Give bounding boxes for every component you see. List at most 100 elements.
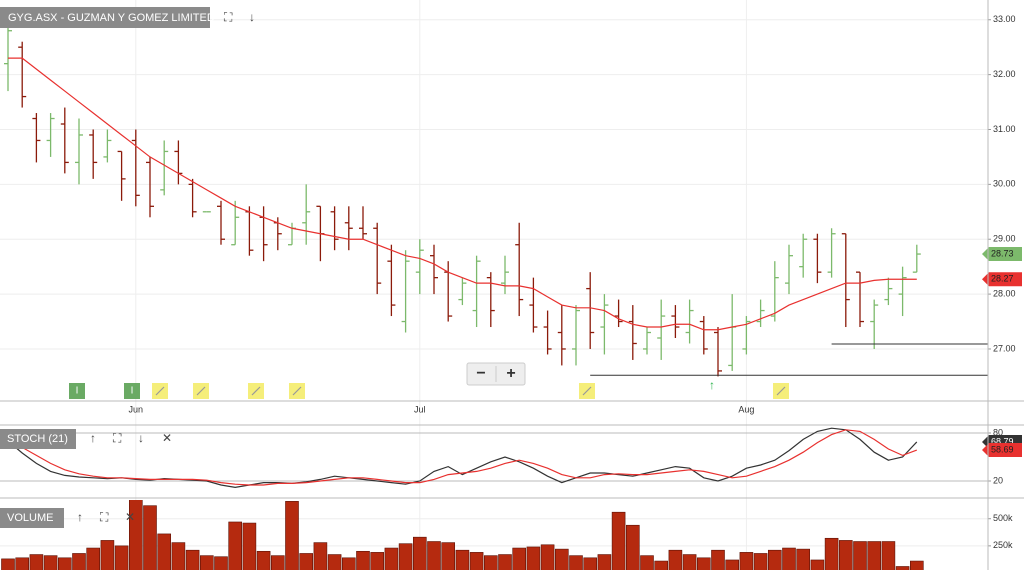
volume-bar (711, 549, 725, 570)
volume-bar (185, 549, 200, 570)
y-tick-label: 28.00 (993, 288, 1016, 298)
volume-bar (455, 549, 470, 570)
volume-bar (625, 524, 640, 570)
x-tick-label: Aug (738, 404, 754, 414)
indicator-tag-label: 68.79 (991, 436, 1014, 446)
volume-bar (682, 554, 697, 570)
last-price-tag-label: 28.73 (991, 248, 1014, 258)
last-price-tag (982, 247, 1022, 262)
zoom-out-button[interactable]: − (476, 365, 485, 382)
volume-bar (299, 553, 314, 570)
average-tag-label: 28.27 (991, 274, 1014, 284)
volume-bar (668, 549, 683, 570)
volume-bar (483, 555, 498, 570)
volume-bar (824, 537, 839, 570)
y-tick-label: 31.00 (993, 124, 1016, 134)
pencil (196, 386, 206, 396)
volume-bar (512, 547, 527, 570)
volume-bar (384, 547, 399, 570)
volume-bar (853, 541, 867, 570)
title-box (0, 429, 76, 449)
volume-bar (86, 547, 100, 570)
volume-bar (356, 550, 370, 570)
volume-bar (100, 540, 115, 570)
volume-bar (909, 560, 924, 570)
volume-bar (1, 558, 15, 570)
volume-bar (370, 552, 385, 570)
title-box (0, 508, 64, 528)
expand-icon[interactable]: ⛶ (99, 510, 109, 524)
y-tick-label: 27.00 (993, 343, 1016, 353)
up-icon[interactable]: ↑ (77, 510, 83, 524)
volume-bar (540, 544, 555, 570)
volume-bar (810, 559, 825, 570)
event-icon[interactable] (124, 383, 140, 399)
volume-bar (569, 555, 583, 570)
close-icon[interactable]: ✕ (162, 431, 172, 445)
volume-bar (597, 554, 612, 570)
zoom-in-button[interactable]: + (506, 365, 515, 382)
volume-bar (398, 543, 413, 570)
indicator-title: STOCH (21) (7, 433, 68, 445)
pencil (155, 386, 165, 396)
volume-bar (228, 521, 242, 570)
volume-bar (341, 557, 356, 570)
volume-bar (285, 501, 299, 570)
volume-bar (696, 557, 711, 570)
y-tick-label: 29.00 (993, 234, 1016, 244)
volume-bar (72, 553, 86, 570)
volume-title: VOLUME (7, 512, 53, 524)
expand-icon[interactable]: ⛶ (223, 10, 233, 24)
volume-bar (895, 566, 910, 570)
download-icon[interactable]: ↓ (249, 10, 255, 24)
y-tick-label: 500k (993, 513, 1013, 523)
volume-bar (412, 536, 427, 570)
volume-bar (143, 505, 157, 570)
volume-bar (313, 542, 328, 570)
volume-bar (15, 557, 29, 570)
volume-bar (654, 560, 669, 570)
indicator-tag (982, 443, 1022, 458)
pencil (582, 386, 592, 396)
volume-bar (427, 541, 441, 570)
volume-bar (29, 554, 44, 570)
expand-icon[interactable]: ⛶ (112, 431, 122, 445)
panel-1 (0, 427, 988, 489)
volume-bar (157, 533, 171, 570)
down-icon[interactable]: ↓ (138, 431, 144, 445)
volume-bar (57, 557, 72, 570)
signal-arrow: ↑ (709, 378, 715, 392)
y-tick-label: 250k (993, 540, 1013, 550)
title-box (0, 7, 210, 28)
volume-bar (739, 552, 754, 570)
y-tick-label: 32.00 (993, 69, 1016, 79)
event-label: I (131, 386, 134, 397)
up-icon[interactable]: ↑ (90, 431, 96, 445)
x-tick-label: Jun (129, 404, 144, 414)
volume-bar (129, 500, 143, 570)
pencil (776, 386, 786, 396)
y-tick-label: 80 (993, 427, 1003, 437)
pencils (155, 386, 786, 396)
event-icon[interactable] (69, 383, 85, 399)
volume-bar (256, 550, 271, 570)
panel-2 (0, 500, 988, 570)
moving-average (8, 57, 917, 331)
volume-bar (526, 546, 541, 570)
chart-title: GYG.ASX - GUZMAN Y GOMEZ LIMITED (8, 12, 215, 24)
volume-bar (469, 552, 484, 570)
volume-bar (796, 548, 811, 570)
volume-bar (782, 547, 796, 570)
pencil (251, 386, 261, 396)
volume-bar (327, 554, 342, 570)
volume-bar (583, 557, 598, 570)
x-tick-label: Jul (414, 404, 426, 414)
volume-bar (611, 511, 626, 570)
y-tick-label: 20 (993, 475, 1003, 485)
close-icon[interactable]: ✕ (125, 510, 135, 524)
volume-bar (171, 542, 186, 570)
indicator-line (7, 429, 918, 486)
